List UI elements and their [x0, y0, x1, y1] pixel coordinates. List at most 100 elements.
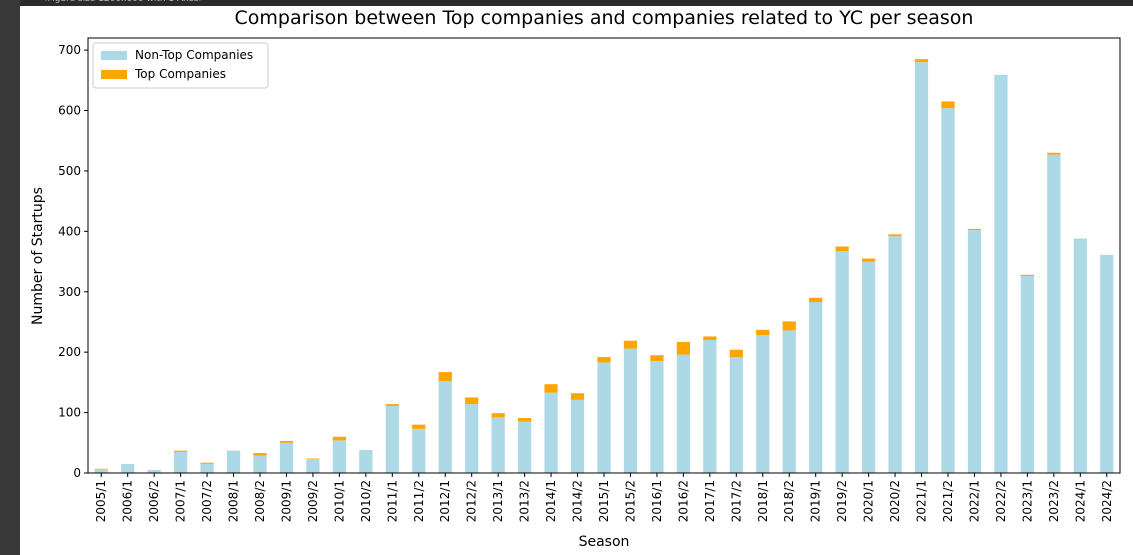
x-tick-label: 2007/1 — [174, 480, 188, 522]
bar — [597, 362, 611, 473]
bar — [544, 384, 558, 393]
x-tick-label: 2014/1 — [544, 480, 558, 522]
output-header-bar — [0, 0, 1133, 6]
bar — [544, 392, 558, 473]
x-tick-label: 2013/1 — [491, 480, 505, 522]
bar — [835, 251, 849, 473]
x-tick-label: 2020/1 — [862, 480, 876, 522]
x-tick-label: 2021/2 — [941, 480, 955, 522]
x-tick-label: 2008/1 — [227, 480, 241, 522]
y-tick-label: 300 — [58, 285, 81, 299]
bar — [782, 321, 796, 331]
bar — [279, 440, 294, 443]
x-tick-label: 2010/1 — [332, 480, 346, 522]
bar — [412, 428, 426, 473]
x-tick-label: 2005/1 — [94, 480, 108, 522]
bar — [782, 330, 796, 473]
bar — [491, 413, 505, 418]
x-tick-label: 2023/2 — [1047, 480, 1061, 522]
x-tick-label: 2015/1 — [597, 480, 611, 522]
y-tick-label: 200 — [58, 345, 81, 359]
bar — [412, 424, 426, 429]
bar — [253, 455, 267, 473]
bar — [809, 297, 823, 303]
x-tick-label: 2016/1 — [650, 480, 664, 522]
bar — [835, 246, 849, 252]
bar — [359, 450, 373, 473]
bar — [570, 393, 585, 400]
x-tick-label: 2006/1 — [121, 480, 135, 522]
bar — [1020, 274, 1034, 277]
x-tick-label: 2012/1 — [438, 480, 452, 522]
y-axis-label: Number of Startups — [30, 187, 46, 325]
bar — [518, 418, 532, 422]
bar — [94, 469, 108, 473]
bar — [862, 258, 876, 262]
bar — [1047, 154, 1061, 473]
x-tick-label: 2017/1 — [703, 480, 717, 522]
x-tick-label: 2006/2 — [147, 480, 161, 522]
x-tick-label: 2011/2 — [412, 480, 426, 522]
bar — [756, 335, 770, 473]
x-tick-label: 2022/1 — [967, 480, 981, 522]
y-tick-label: 700 — [58, 43, 81, 57]
x-tick-label: 2020/2 — [888, 480, 902, 522]
y-tick-label: 400 — [58, 224, 81, 238]
x-tick-label: 2013/2 — [518, 480, 532, 522]
bar — [1047, 152, 1061, 155]
x-tick-label: 2007/2 — [200, 480, 214, 522]
bar — [200, 462, 214, 464]
x-tick-label: 2023/1 — [1020, 480, 1034, 522]
legend-label: Top Companies — [134, 67, 226, 81]
bar — [147, 469, 161, 473]
bar — [967, 230, 982, 473]
bar — [94, 468, 108, 470]
bar — [967, 228, 982, 231]
output-header: <Figure size 1200x600 with 1 Axes> — [40, 0, 206, 4]
bar — [438, 381, 452, 473]
bar — [253, 453, 267, 456]
y-tick-label: 0 — [73, 466, 81, 480]
bar — [1073, 238, 1087, 473]
bar — [200, 463, 214, 473]
bar — [650, 361, 664, 473]
bar — [703, 340, 717, 473]
x-tick-label: 2019/1 — [809, 480, 823, 522]
bar — [941, 101, 955, 109]
bar — [1100, 254, 1114, 473]
bar — [385, 405, 399, 473]
legend-swatch — [101, 70, 127, 79]
y-tick-label: 600 — [58, 104, 81, 118]
bar — [888, 236, 902, 473]
x-tick-label: 2024/2 — [1100, 480, 1114, 522]
bar — [518, 421, 532, 473]
legend-label: Non-Top Companies — [135, 48, 253, 62]
x-tick-label: 2009/1 — [279, 480, 293, 522]
bar — [914, 62, 929, 474]
x-tick-label: 2011/1 — [385, 480, 399, 522]
bar — [465, 397, 479, 405]
x-tick-label: 2012/2 — [465, 480, 479, 522]
bar — [914, 59, 929, 63]
bar — [809, 302, 823, 473]
bar — [226, 450, 241, 473]
y-tick-label: 500 — [58, 164, 81, 178]
bar — [174, 450, 188, 452]
bar — [1020, 276, 1034, 473]
x-tick-label: 2015/2 — [623, 480, 637, 522]
bar — [597, 357, 611, 363]
x-tick-label: 2008/2 — [253, 480, 267, 522]
bar — [385, 404, 399, 406]
bar — [438, 372, 452, 382]
x-tick-label: 2010/2 — [359, 480, 373, 522]
bar — [306, 458, 320, 460]
bar — [491, 417, 505, 473]
bar — [332, 440, 346, 473]
y-tick-label: 100 — [58, 406, 81, 420]
x-tick-label: 2016/2 — [676, 480, 690, 522]
legend-swatch — [101, 51, 127, 60]
plot-frame — [87, 37, 1121, 474]
x-tick-label: 2022/2 — [994, 480, 1008, 522]
x-tick-label: 2014/2 — [571, 480, 585, 522]
